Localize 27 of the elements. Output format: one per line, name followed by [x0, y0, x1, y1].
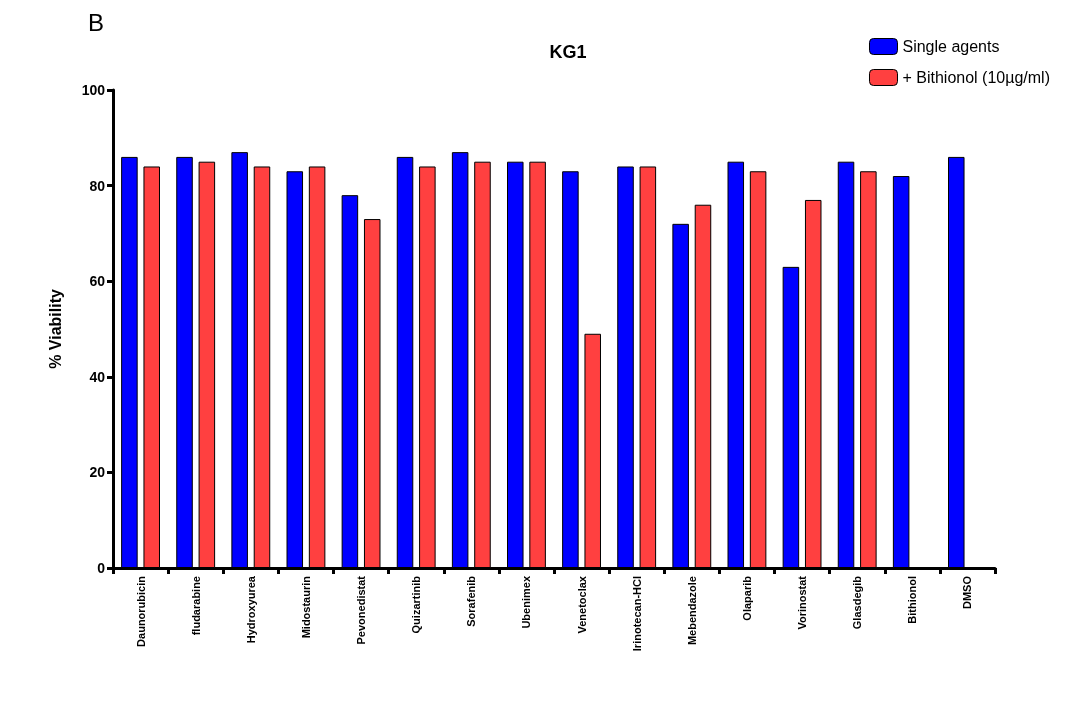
legend-label: Single agents: [902, 38, 1000, 55]
x-tick-label: Daunorubicin: [134, 575, 147, 647]
x-tick-label: Mebendazole: [685, 576, 698, 646]
x-tick-label: DMSO: [961, 575, 974, 609]
x-tick-label: Venetoclax: [575, 575, 588, 634]
x-tick-label: Glasdegib: [851, 575, 864, 630]
y-tick-label: 40: [89, 368, 106, 385]
y-tick-label: 60: [89, 273, 106, 290]
x-tick-label: Quizartinib: [410, 575, 423, 634]
x-tick-label: Bithionol: [906, 576, 919, 624]
y-tick-label: 80: [89, 177, 106, 194]
x-tick-label: Pevonedistat: [355, 575, 368, 645]
x-tick-label: fludarabine: [189, 576, 202, 636]
y-tick-label: 0: [97, 560, 106, 576]
x-tick-label: Vorinostat: [796, 575, 809, 630]
x-tick-label: Ubenimex: [520, 575, 533, 629]
x-tick-label: Sorafenib: [465, 575, 478, 627]
y-tick-label: 100: [81, 82, 106, 98]
legend-label: + Bithionol (10µg/ml): [902, 69, 1051, 86]
y-axis-title: % Viability: [46, 289, 64, 369]
text: B: [88, 8, 105, 36]
chart-title: KG1: [549, 42, 587, 62]
y-tick-label: 20: [89, 464, 106, 481]
x-tick-label: Midostaurin: [299, 575, 312, 639]
x-tick-label: Irinotecan-HCl: [630, 576, 643, 652]
x-tick-label: Olaparib: [740, 575, 753, 621]
x-tick-label: Hydroxyurea: [244, 575, 257, 644]
